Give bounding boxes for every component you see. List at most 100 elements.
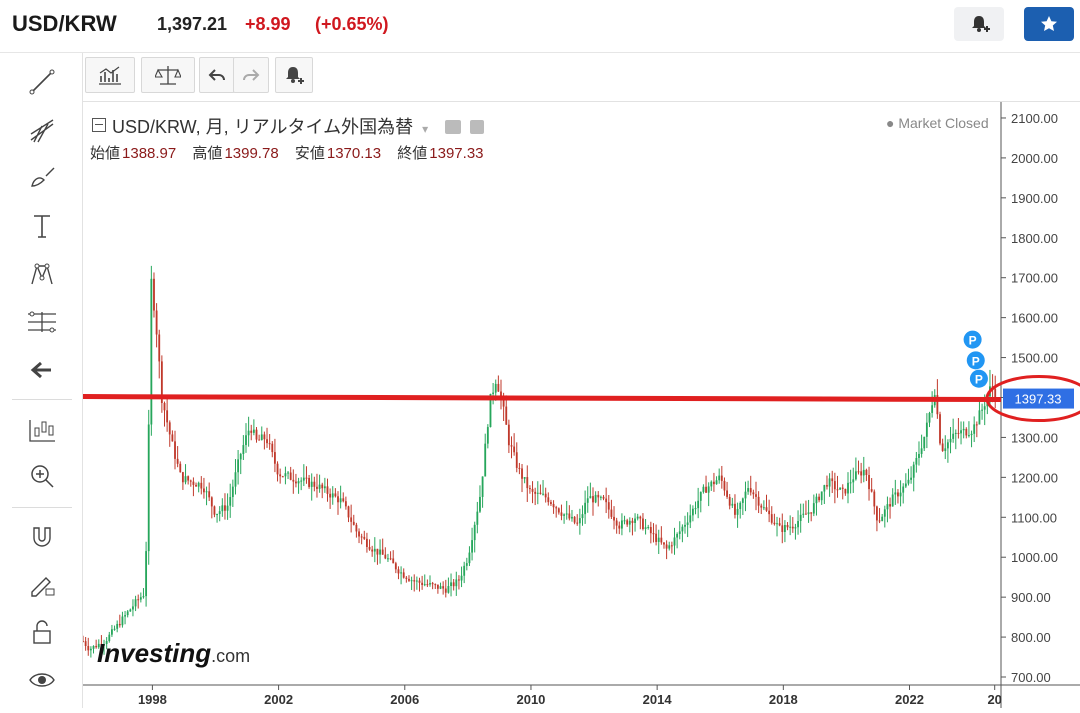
candle-body	[166, 410, 169, 423]
lock-drawings-tool[interactable]	[22, 567, 62, 601]
candle-body	[203, 488, 205, 493]
brush-tool[interactable]	[22, 161, 62, 195]
candle-body	[431, 583, 434, 585]
candle-body	[218, 511, 221, 515]
watchlist-star-button[interactable]	[1024, 7, 1074, 41]
legend-visibility-icon[interactable]	[445, 120, 462, 134]
candle-body	[142, 596, 145, 598]
candles-icon	[29, 420, 55, 442]
chart-type-tool[interactable]	[22, 413, 62, 447]
candle-body	[765, 507, 768, 511]
candle-body	[528, 488, 531, 490]
candle-body	[768, 510, 771, 515]
indicators-button[interactable]	[85, 57, 135, 93]
candle-body	[174, 441, 176, 459]
investing-logo: Investing.com	[97, 638, 250, 669]
candle-body	[145, 551, 148, 597]
candle-body	[831, 478, 834, 482]
price-chart[interactable]: 2100.00 2000.00 1900.00 1800.00 1700.00 1600.…	[82, 102, 1080, 708]
candle-body	[894, 492, 897, 495]
candle-body	[925, 422, 928, 437]
fib-tool[interactable]	[22, 113, 62, 147]
add-alert-toolbar-button[interactable]	[275, 57, 313, 93]
candle-body	[216, 514, 218, 516]
candle-body	[973, 424, 976, 434]
collapse-legend-icon[interactable]	[92, 118, 106, 132]
candle-body	[710, 481, 713, 487]
candle-body	[550, 502, 552, 504]
high-label: 高値	[192, 145, 223, 162]
candle-body	[231, 486, 234, 498]
candle-body	[615, 520, 618, 526]
chart-canvas[interactable]: 2100.00 2000.00 1900.00 1800.00 1700.00 1600.…	[82, 102, 1080, 708]
candle-body	[755, 494, 757, 497]
magnet-tool[interactable]	[22, 521, 62, 555]
indicators-icon	[99, 66, 121, 85]
add-alert-button[interactable]	[954, 7, 1004, 41]
zoom-in-tool[interactable]	[22, 459, 62, 493]
candle-body	[883, 509, 886, 517]
low-label: 安値	[294, 145, 325, 162]
candle-body	[247, 430, 250, 436]
candle-body	[189, 480, 192, 482]
open-label: 始値	[90, 145, 121, 162]
measure-tool[interactable]	[22, 305, 62, 339]
candle-body	[891, 494, 894, 507]
collapse-back-button[interactable]	[22, 353, 62, 387]
text-tool[interactable]	[22, 209, 62, 243]
candle-body	[644, 527, 647, 529]
candle-body	[505, 406, 508, 425]
candle-body	[726, 490, 728, 497]
candle-body	[355, 524, 358, 532]
candle-body	[605, 498, 608, 503]
candle-body	[310, 481, 313, 487]
candle-body	[413, 580, 416, 582]
candle-body	[849, 482, 852, 484]
candle-body	[968, 435, 970, 437]
candle-body	[954, 432, 957, 434]
drawing-tools-sidebar	[0, 53, 83, 708]
candle-body	[365, 538, 368, 547]
fib-icon	[30, 119, 54, 143]
candle-body	[342, 498, 345, 502]
candle-body	[300, 480, 303, 482]
unlock-tool[interactable]	[22, 615, 62, 649]
candle-body	[699, 491, 702, 501]
candle-body	[316, 486, 318, 489]
candle-body	[126, 611, 129, 616]
legend-settings-icon[interactable]	[470, 120, 485, 134]
candle-body	[904, 483, 907, 487]
candle-body	[542, 493, 544, 495]
candle-body	[494, 383, 497, 393]
candle-body	[452, 582, 455, 587]
undo-button[interactable]	[199, 57, 235, 93]
candle-body	[410, 580, 413, 582]
legend-dropdown-icon[interactable]: ▾	[422, 122, 429, 136]
visibility-tool[interactable]	[22, 663, 62, 697]
x-tick-label: 1998	[138, 692, 167, 707]
candle-body	[875, 506, 878, 521]
candle-body	[486, 427, 489, 444]
candle-body	[237, 459, 240, 473]
candle-body	[607, 502, 610, 510]
compare-icon	[155, 66, 181, 85]
trendline-tool[interactable]	[22, 65, 62, 99]
candle-body	[820, 491, 823, 501]
candle-body	[192, 481, 195, 485]
zoom-in-icon	[31, 465, 54, 488]
candle-body	[147, 424, 150, 552]
candle-body	[873, 491, 876, 507]
candle-body	[862, 469, 865, 476]
redo-button[interactable]	[233, 57, 269, 93]
magnet-icon	[33, 527, 51, 547]
candle-body	[292, 479, 295, 482]
compare-button[interactable]	[141, 57, 195, 93]
candle-body	[812, 503, 815, 514]
candle-body	[323, 486, 326, 489]
candle-body	[544, 493, 547, 498]
candle-body	[762, 507, 765, 509]
candle-body	[660, 537, 663, 543]
pattern-tool[interactable]	[22, 257, 62, 291]
candle-body	[705, 486, 707, 493]
y-tick-label: 1300.00	[1011, 430, 1058, 445]
